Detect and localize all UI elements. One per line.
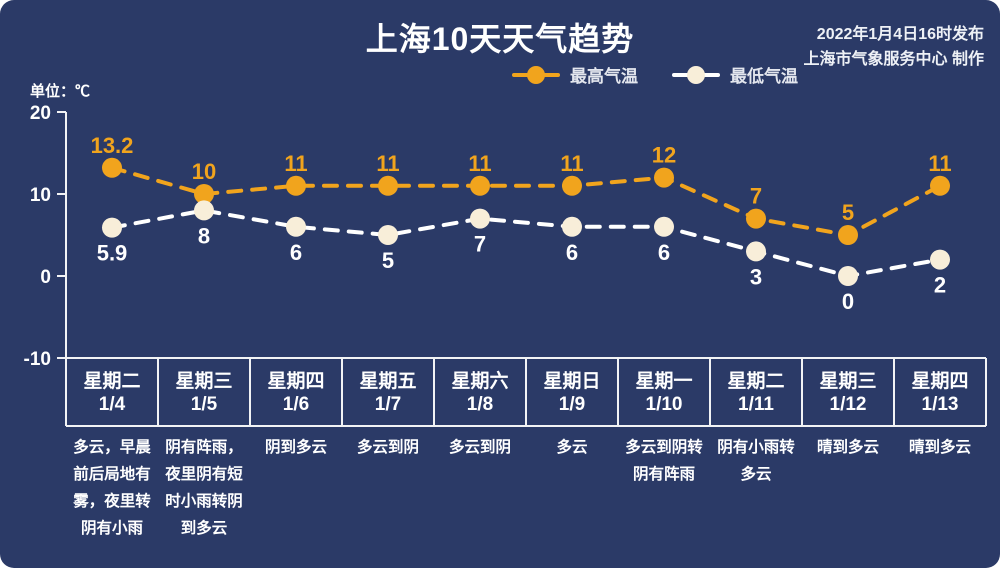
high-temp-marker [286, 175, 306, 196]
low-temp-legend-marker-icon [672, 65, 720, 84]
day-weekday: 星期六 [451, 371, 509, 392]
day-date: 1/7 [374, 394, 402, 415]
page-title: 上海10天天气趋势 [365, 21, 635, 57]
low-temp-value-label: 5 [382, 248, 394, 273]
day-date: 1/9 [558, 394, 586, 415]
high-temp-value-label: 10 [192, 159, 216, 184]
publish-credit: 上海市气象服务中心 制作 [803, 51, 984, 68]
y-axis-tick-label: -10 [24, 349, 51, 370]
high-temp-marker [470, 175, 490, 196]
low-temp-value-label: 7 [474, 232, 486, 257]
high-temp-line [110, 165, 942, 238]
day-weekday: 星期四 [267, 371, 325, 392]
day-weekday: 星期四 [911, 371, 969, 392]
low-temp-marker [194, 200, 214, 221]
high-temp-marker [930, 175, 950, 196]
high-temp-legend-label: 最高气温 [570, 67, 638, 86]
day-weekday: 星期二 [727, 371, 785, 392]
day-forecast: 多云 [556, 439, 588, 456]
low-temp-marker [746, 241, 766, 262]
high-temp-marker [562, 175, 582, 196]
low-temp-marker [286, 216, 306, 237]
low-temp-value-label: 6 [290, 240, 302, 265]
high-temp-marker [378, 175, 398, 196]
day-forecast: 晴到多云 [816, 439, 879, 456]
low-temp-marker [102, 217, 122, 238]
low-temp-value-label: 8 [198, 223, 210, 248]
high-temp-value-label: 11 [560, 151, 583, 176]
publish-time: 2022年1月4日16时发布 [816, 26, 984, 43]
low-temp-marker [470, 208, 490, 229]
high-temp-marker [102, 157, 122, 178]
high-temp-value-label: 11 [928, 151, 951, 176]
day-weekday: 星期二 [83, 371, 141, 392]
day-date: 1/8 [466, 394, 494, 415]
day-date: 1/13 [921, 394, 959, 415]
low-temp-line [110, 208, 942, 279]
low-temp-marker [654, 216, 674, 237]
day-weekday: 星期日 [543, 371, 601, 392]
high-temp-marker [838, 225, 858, 245]
day-forecast: 晴到多云 [908, 439, 971, 456]
high-temp-value-label: 11 [284, 151, 307, 176]
day-forecast: 多云，早晨前后局地有雾，夜里转阴有小雨 [73, 439, 151, 537]
chart-legend: 最高气温 最低气温 [512, 62, 798, 87]
high-temp-value-label: 13.2 [91, 133, 134, 158]
low-temp-value-label: 5.9 [97, 241, 128, 266]
legend-item-high-temp: 最高气温 [512, 62, 638, 87]
low-temp-legend-label: 最低气温 [730, 67, 798, 86]
high-temp-value-label: 7 [750, 184, 762, 209]
day-forecast: 阴有阵雨，夜里阴有短时小雨转阴到多云 [165, 439, 243, 537]
low-temp-marker [930, 249, 950, 270]
y-axis-tick-label: 20 [30, 103, 51, 124]
y-axis-tick-label: 0 [40, 267, 51, 288]
day-forecast: 阴有小雨转多云 [717, 439, 795, 483]
low-temp-marker [562, 216, 582, 237]
day-date: 1/4 [98, 394, 126, 415]
low-temp-marker [378, 225, 398, 245]
high-temp-legend-marker-icon [512, 65, 560, 84]
day-date: 1/11 [738, 394, 774, 415]
high-temp-value-label: 11 [376, 151, 399, 176]
high-temp-marker [194, 184, 214, 204]
low-temp-value-label: 6 [658, 240, 670, 265]
high-temp-value-label: 12 [652, 143, 676, 168]
day-weekday: 星期三 [819, 371, 877, 392]
publish-info: 2022年1月4日16时发布 上海市气象服务中心 制作 [804, 22, 984, 72]
low-temp-value-label: 0 [842, 289, 854, 314]
day-date: 1/5 [190, 394, 218, 415]
low-temp-marker [838, 266, 858, 286]
low-temp-value-label: 2 [934, 273, 946, 298]
high-temp-marker [654, 167, 674, 188]
high-temp-value-label: 11 [468, 151, 491, 176]
day-date: 1/12 [829, 394, 867, 415]
low-temp-value-label: 3 [750, 264, 762, 289]
legend-item-low-temp: 最低气温 [672, 62, 798, 87]
day-weekday: 星期五 [359, 371, 417, 392]
day-weekday: 星期三 [175, 371, 233, 392]
day-forecast: 多云到阴 [448, 439, 511, 456]
day-weekday: 星期一 [635, 371, 693, 392]
y-axis-tick-label: 10 [30, 185, 51, 206]
high-temp-marker [746, 208, 766, 229]
day-date: 1/6 [282, 394, 310, 415]
low-temp-value-label: 6 [566, 240, 578, 265]
day-date: 1/10 [645, 394, 683, 415]
day-forecast: 阴到多云 [264, 439, 327, 456]
high-temp-value-label: 5 [842, 200, 854, 225]
unit-label: 单位：℃ [30, 83, 91, 100]
day-forecast: 多云到阴 [356, 439, 419, 456]
day-forecast: 多云到阴转阴有阵雨 [625, 439, 703, 483]
